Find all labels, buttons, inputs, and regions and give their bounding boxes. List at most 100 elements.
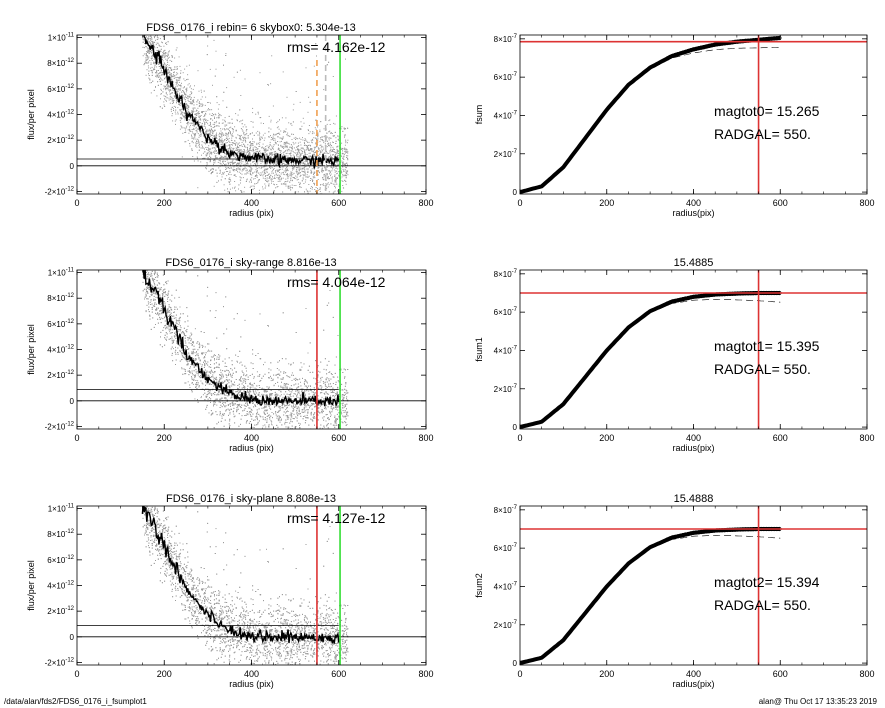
scatter-point <box>194 107 196 109</box>
scatter-point <box>210 122 211 124</box>
scatter-point <box>303 142 305 144</box>
scatter-point <box>301 147 303 149</box>
scatter-points <box>142 270 349 429</box>
scatter-point <box>208 145 210 147</box>
scatter-point <box>193 127 195 129</box>
y-axis-label: flux/per pixel <box>26 89 36 140</box>
scatter-point <box>345 148 347 150</box>
scatter-point <box>317 147 319 149</box>
scatter-point <box>304 161 306 163</box>
scatter-point <box>342 163 344 164</box>
scatter-point <box>156 70 157 72</box>
scatter-point <box>263 139 265 141</box>
scatter-point <box>335 115 337 117</box>
scatter-point <box>158 63 159 65</box>
scatter-point <box>332 146 334 148</box>
scatter-point <box>166 72 168 74</box>
scatter-point <box>285 164 287 165</box>
scatter-point <box>336 172 338 174</box>
scatter-point <box>293 164 294 166</box>
scatter-point <box>203 125 205 127</box>
scatter-point <box>284 160 286 162</box>
scatter-point <box>193 116 194 118</box>
scatter-point <box>195 118 197 120</box>
scatter-point <box>229 162 231 164</box>
scatter-point <box>197 160 199 162</box>
scatter-point <box>266 162 268 164</box>
scatter-point <box>183 112 185 114</box>
scatter-point <box>278 147 280 149</box>
scatter-point <box>174 68 176 70</box>
scatter-point <box>152 54 153 56</box>
scatter-point <box>334 174 336 176</box>
scatter-point <box>231 135 233 137</box>
scatter-point <box>198 115 200 117</box>
scatter-point <box>290 171 292 173</box>
scatter-point <box>169 85 171 87</box>
scatter-point <box>232 159 234 161</box>
scatter-point <box>176 88 178 90</box>
scatter-point <box>228 133 229 135</box>
scatter-point <box>257 134 259 136</box>
scatter-point <box>296 153 298 155</box>
scatter-point <box>327 182 329 184</box>
scatter-point <box>291 372 293 374</box>
scatter-point <box>296 179 298 181</box>
scatter-point <box>148 70 150 72</box>
scatter-point <box>208 151 210 153</box>
scatter-point <box>257 182 259 184</box>
scatter-point <box>290 173 292 175</box>
scatter-point <box>250 169 252 171</box>
scatter-point <box>295 191 297 193</box>
scatter-point <box>337 135 339 137</box>
scatter-point <box>231 160 233 162</box>
scatter-point <box>192 131 193 133</box>
scatter-point <box>276 186 278 188</box>
scatter-point <box>245 164 247 166</box>
scatter-point <box>168 75 170 77</box>
scatter-point <box>149 82 151 84</box>
scatter-point <box>148 52 150 54</box>
scatter-point <box>327 178 329 180</box>
scatter-point <box>338 171 340 173</box>
scatter-point <box>310 148 312 150</box>
scatter-point <box>263 148 265 150</box>
scatter-point <box>291 164 293 166</box>
scatter-point <box>311 188 313 190</box>
scatter-point <box>200 130 202 132</box>
scatter-point <box>346 151 348 153</box>
scatter-point <box>270 121 272 123</box>
y-tick-label: 0 <box>513 188 518 197</box>
scatter-point <box>150 64 152 65</box>
scatter-point <box>325 152 327 154</box>
scatter-point <box>165 88 167 90</box>
scatter-point <box>238 162 240 164</box>
scatter-point <box>182 95 184 97</box>
scatter-point <box>249 148 251 150</box>
scatter-point <box>341 148 343 150</box>
scatter-point <box>256 183 258 184</box>
scatter-point <box>226 106 228 108</box>
scatter-point <box>299 163 301 165</box>
scatter-point <box>295 91 297 92</box>
scatter-point <box>176 68 178 70</box>
scatter-point <box>229 147 231 149</box>
scatter-point <box>205 147 207 148</box>
scatter-point <box>150 51 151 53</box>
scatter-point <box>243 168 245 170</box>
scatter-point <box>305 172 306 174</box>
scatter-point <box>167 59 168 61</box>
scatter-point <box>336 183 338 185</box>
scatter-point <box>313 153 315 155</box>
scatter-point <box>188 95 190 97</box>
scatter-point <box>192 142 194 144</box>
scatter-point <box>281 117 283 119</box>
scatter-point <box>183 86 185 88</box>
scatter-point <box>240 128 242 129</box>
scatter-point <box>204 121 206 123</box>
scatter-point <box>206 148 207 150</box>
fsum-marker <box>675 52 681 57</box>
scatter-point <box>171 69 173 71</box>
scatter-point <box>298 172 300 174</box>
scatter-point <box>302 117 304 119</box>
